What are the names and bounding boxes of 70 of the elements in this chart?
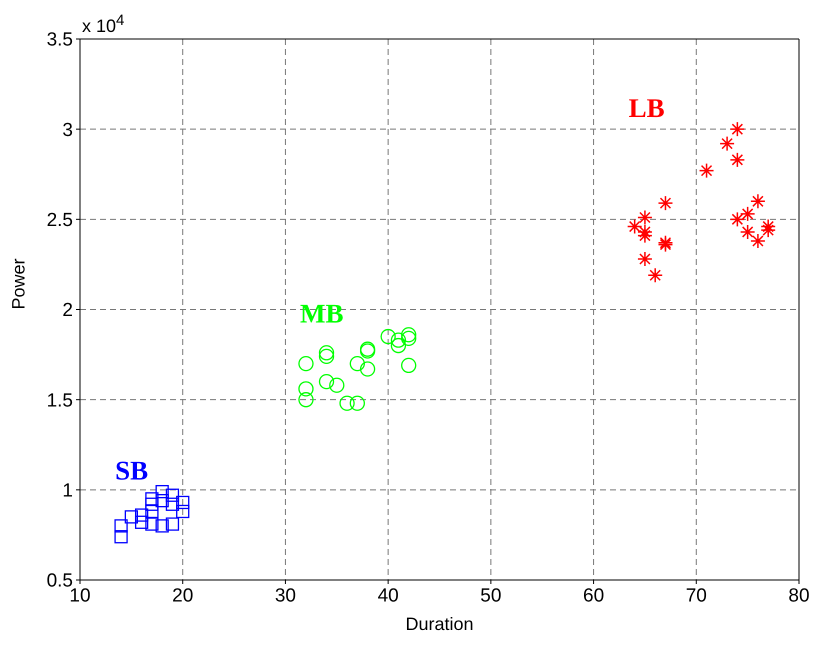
point [730, 121, 746, 137]
point [176, 496, 190, 510]
point [401, 358, 416, 374]
y-tick-label: 2 [62, 300, 73, 322]
point [156, 484, 169, 498]
y-tick-label: 1.5 [46, 390, 73, 412]
point [318, 345, 334, 360]
point [298, 392, 314, 408]
y-tick-label: 1 [62, 480, 73, 502]
point [750, 194, 766, 210]
y-tick-label: 3.5 [46, 30, 73, 51]
series-label: SB [115, 456, 148, 486]
point [134, 516, 148, 529]
point [145, 517, 159, 531]
point [626, 218, 642, 234]
x-tick-label: 20 [172, 585, 194, 606]
point [145, 492, 159, 506]
point [637, 224, 653, 240]
point [730, 152, 746, 168]
point [360, 361, 376, 377]
x-tick-label: 50 [480, 585, 502, 606]
point [166, 498, 180, 511]
point [318, 348, 334, 364]
point [329, 378, 344, 393]
point [390, 332, 406, 348]
point [145, 504, 159, 518]
x-tick-label: 40 [378, 585, 399, 606]
point [750, 233, 766, 249]
point [658, 195, 674, 211]
point [760, 222, 776, 238]
point [156, 494, 169, 508]
point [114, 519, 128, 533]
y-tick-label: 2.5 [46, 210, 73, 232]
series-label: MB [300, 298, 344, 329]
x-tick-label: 30 [274, 585, 296, 606]
point [647, 267, 663, 283]
text: x 10$^{4}$ [82, 12, 124, 37]
x-tick-label: 60 [583, 585, 604, 606]
point [401, 330, 416, 346]
point [124, 510, 138, 524]
point [339, 396, 355, 411]
point [114, 530, 128, 544]
point [740, 224, 756, 240]
x-tick-label: 80 [788, 585, 810, 606]
point [318, 374, 334, 390]
point [637, 228, 653, 244]
point [760, 218, 776, 234]
point [298, 356, 314, 372]
x-axis-title: Duration [405, 614, 474, 634]
x-tick-label: 70 [686, 585, 707, 606]
x-tick-label: 10 [69, 585, 91, 606]
point [698, 162, 714, 178]
point [298, 381, 314, 396]
point [380, 328, 396, 344]
point [176, 504, 190, 518]
point [401, 327, 416, 342]
point [390, 338, 406, 354]
point [156, 519, 169, 533]
point [350, 356, 365, 372]
point [145, 498, 159, 511]
point [134, 508, 148, 522]
point [166, 488, 180, 502]
y-axis-title: Power [8, 258, 28, 310]
point [637, 251, 653, 267]
y-tick-label: 3 [62, 120, 73, 141]
text: LB [628, 93, 665, 124]
point [350, 396, 365, 411]
point [719, 136, 735, 152]
point [166, 517, 180, 531]
point [637, 210, 653, 226]
